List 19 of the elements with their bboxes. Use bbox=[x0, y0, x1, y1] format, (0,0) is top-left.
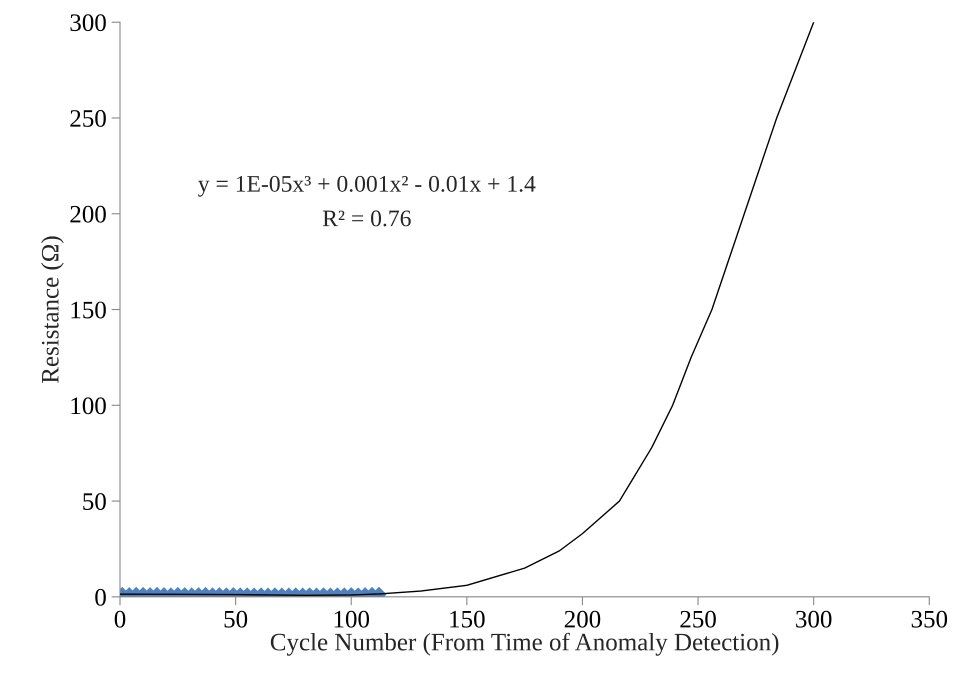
x-tick-label: 100 bbox=[334, 610, 370, 628]
y-axis-title: Resistance (Ω) bbox=[41, 236, 64, 384]
x-tick-label: 150 bbox=[450, 610, 485, 628]
y-tick-label: 50 bbox=[83, 493, 106, 510]
y-tick-label: 150 bbox=[72, 302, 106, 318]
y-tick-label: 250 bbox=[70, 110, 106, 127]
y-tick-label: 100 bbox=[72, 397, 106, 414]
y-tick-label: 0 bbox=[95, 588, 106, 606]
y-tick-label: 200 bbox=[70, 206, 106, 223]
x-axis-title: Cycle Number (From Time of Anomaly Detection) bbox=[270, 632, 778, 656]
x-tick-label: 250 bbox=[680, 610, 716, 628]
y-tick-label: 300 bbox=[70, 14, 106, 32]
x-tick-label: 50 bbox=[224, 610, 248, 628]
x-tick-label: 300 bbox=[796, 610, 832, 628]
annotation: y = 1E-05x³ + 0.001x² - 0.01x + 1.4 bbox=[198, 176, 536, 197]
x-tick-label: 350 bbox=[912, 610, 948, 628]
annotation: R² = 0.76 bbox=[322, 210, 411, 226]
x-tick-label: 200 bbox=[564, 610, 600, 628]
x-tick-label: 0 bbox=[114, 610, 126, 628]
